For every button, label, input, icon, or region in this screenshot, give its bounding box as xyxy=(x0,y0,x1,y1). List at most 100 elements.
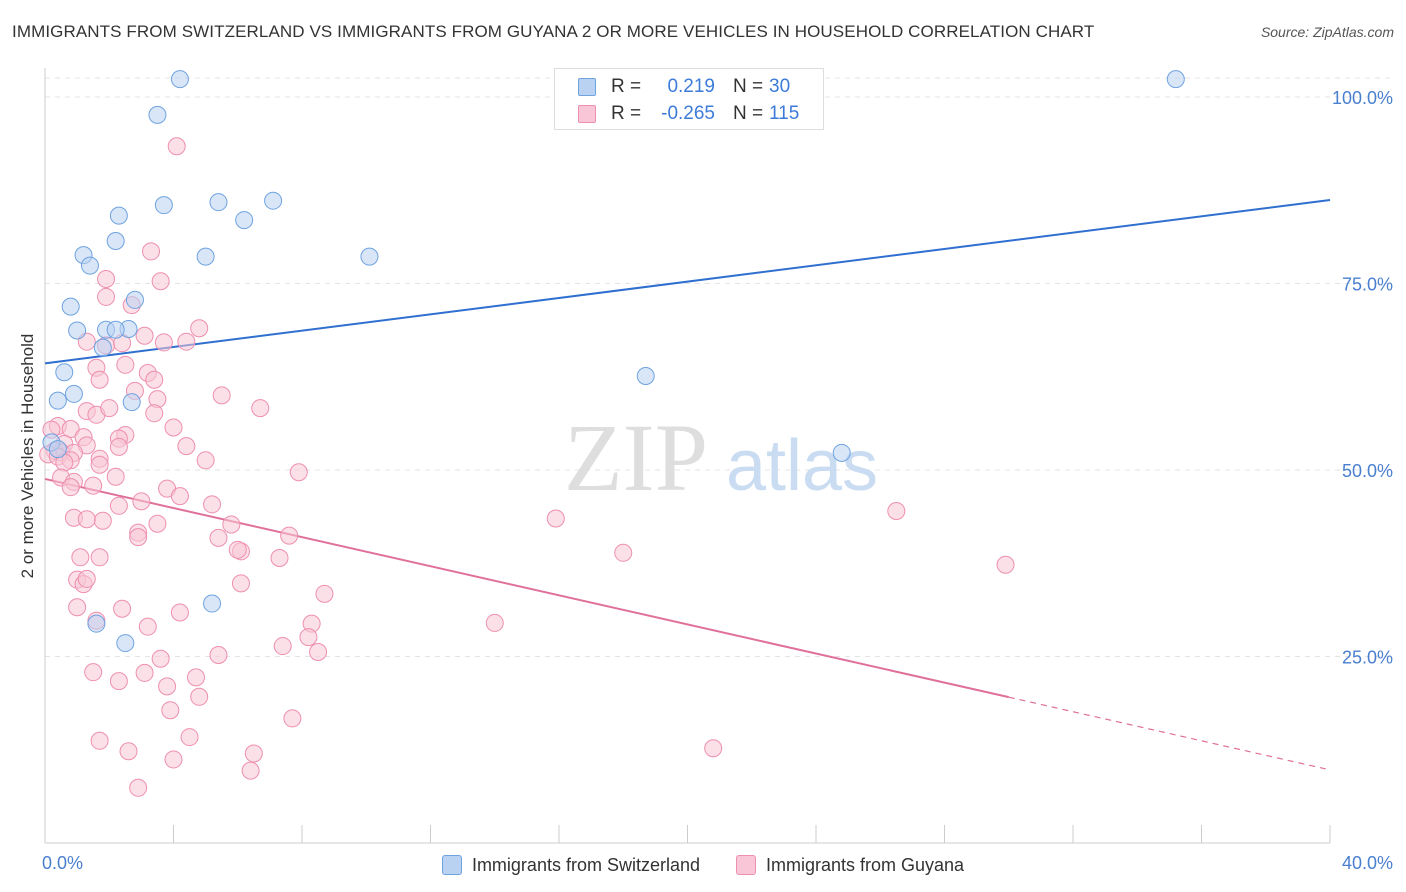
point-switzerland xyxy=(106,231,125,250)
point-guyana xyxy=(309,643,328,662)
y-axis-label: 2 or more Vehicles in Household xyxy=(18,334,37,579)
point-guyana xyxy=(84,663,103,682)
point-switzerland xyxy=(61,297,80,316)
point-guyana xyxy=(280,526,299,545)
source-label: Source: ZipAtlas.com xyxy=(1260,24,1394,40)
point-switzerland xyxy=(122,393,141,412)
chart-title: IMMIGRANTS FROM SWITZERLAND VS IMMIGRANT… xyxy=(12,22,1095,41)
data-points xyxy=(39,70,1185,797)
point-switzerland xyxy=(48,391,67,410)
legend-item-guyana[interactable]: Immigrants from Guyana xyxy=(736,855,964,876)
point-guyana xyxy=(151,272,170,291)
stats-legend: R = 0.219 N = 30 R = -0.265 N = 115 xyxy=(554,68,824,130)
point-guyana xyxy=(485,613,504,632)
point-guyana xyxy=(148,514,167,533)
point-guyana xyxy=(190,687,209,706)
point-guyana xyxy=(90,731,109,750)
point-guyana xyxy=(164,418,183,437)
legend-item-switzerland[interactable]: Immigrants from Switzerland xyxy=(441,855,700,876)
point-switzerland xyxy=(87,614,106,633)
point-guyana xyxy=(109,672,128,691)
point-guyana xyxy=(177,332,196,351)
point-switzerland xyxy=(1166,70,1185,89)
x-tick-label: 40.0% xyxy=(1342,853,1393,873)
point-guyana xyxy=(231,574,250,593)
r-value: -0.265 xyxy=(661,103,715,124)
point-guyana xyxy=(170,603,189,622)
point-guyana xyxy=(109,437,128,456)
point-guyana xyxy=(180,728,199,747)
point-switzerland xyxy=(832,443,851,462)
point-switzerland xyxy=(148,105,167,124)
point-guyana xyxy=(996,555,1015,574)
point-guyana xyxy=(97,287,116,306)
point-guyana xyxy=(209,528,228,547)
trend-line xyxy=(44,198,1331,365)
point-switzerland xyxy=(636,367,655,386)
point-guyana xyxy=(161,701,180,720)
point-guyana xyxy=(93,511,112,530)
point-switzerland xyxy=(235,211,254,230)
point-guyana xyxy=(196,451,215,470)
point-guyana xyxy=(270,549,289,568)
point-switzerland xyxy=(68,321,87,340)
gridlines xyxy=(45,77,1395,657)
point-guyana xyxy=(251,399,270,418)
r-label: R = xyxy=(611,76,642,97)
point-switzerland xyxy=(125,290,144,309)
point-guyana xyxy=(135,663,154,682)
point-guyana xyxy=(129,778,148,797)
trend-line-extension xyxy=(1008,696,1331,771)
point-guyana xyxy=(71,548,90,567)
guyana-swatch xyxy=(578,105,596,123)
point-guyana xyxy=(97,270,116,289)
point-guyana xyxy=(129,528,148,547)
trend-line xyxy=(44,477,1009,699)
y-tick-label: 100.0% xyxy=(1332,88,1393,108)
point-guyana xyxy=(132,492,151,511)
n-label: N = xyxy=(733,103,764,124)
y-tick-label: 50.0% xyxy=(1342,461,1393,481)
point-guyana xyxy=(170,487,189,506)
point-guyana xyxy=(203,495,222,514)
point-switzerland xyxy=(264,191,283,210)
point-guyana xyxy=(154,333,173,352)
point-guyana xyxy=(704,739,723,758)
watermark-atlas: atlas xyxy=(726,426,878,506)
point-guyana xyxy=(90,455,109,474)
point-switzerland xyxy=(360,247,379,266)
point-guyana xyxy=(212,386,231,405)
switzerland-legend-swatch xyxy=(441,855,462,875)
point-guyana xyxy=(113,599,132,618)
point-guyana xyxy=(145,404,164,423)
point-switzerland xyxy=(93,338,112,357)
point-switzerland xyxy=(116,634,135,653)
point-switzerland xyxy=(48,440,67,459)
point-guyana xyxy=(68,598,87,617)
legend-label: Immigrants from Guyana xyxy=(766,854,965,875)
switzerland-swatch xyxy=(578,78,596,96)
point-guyana xyxy=(90,370,109,389)
point-guyana xyxy=(190,319,209,338)
n-value: 30 xyxy=(769,76,791,97)
point-guyana xyxy=(145,370,164,389)
point-guyana xyxy=(77,510,96,529)
point-guyana xyxy=(106,467,125,486)
x-tick-label: 0.0% xyxy=(42,853,83,873)
point-guyana xyxy=(84,476,103,495)
n-label: N = xyxy=(733,76,764,97)
point-guyana xyxy=(135,326,154,345)
y-tick-label: 75.0% xyxy=(1342,275,1393,295)
trend-lines xyxy=(44,198,1331,771)
point-switzerland xyxy=(80,256,99,275)
point-guyana xyxy=(283,709,302,728)
point-guyana xyxy=(138,617,157,636)
point-guyana xyxy=(77,569,96,588)
r-label: R = xyxy=(611,103,642,124)
point-guyana xyxy=(222,515,241,534)
watermark-zip: ZIP xyxy=(564,404,708,511)
point-guyana xyxy=(100,399,119,418)
point-guyana xyxy=(289,463,308,482)
point-switzerland xyxy=(170,70,189,89)
point-guyana xyxy=(228,540,247,559)
